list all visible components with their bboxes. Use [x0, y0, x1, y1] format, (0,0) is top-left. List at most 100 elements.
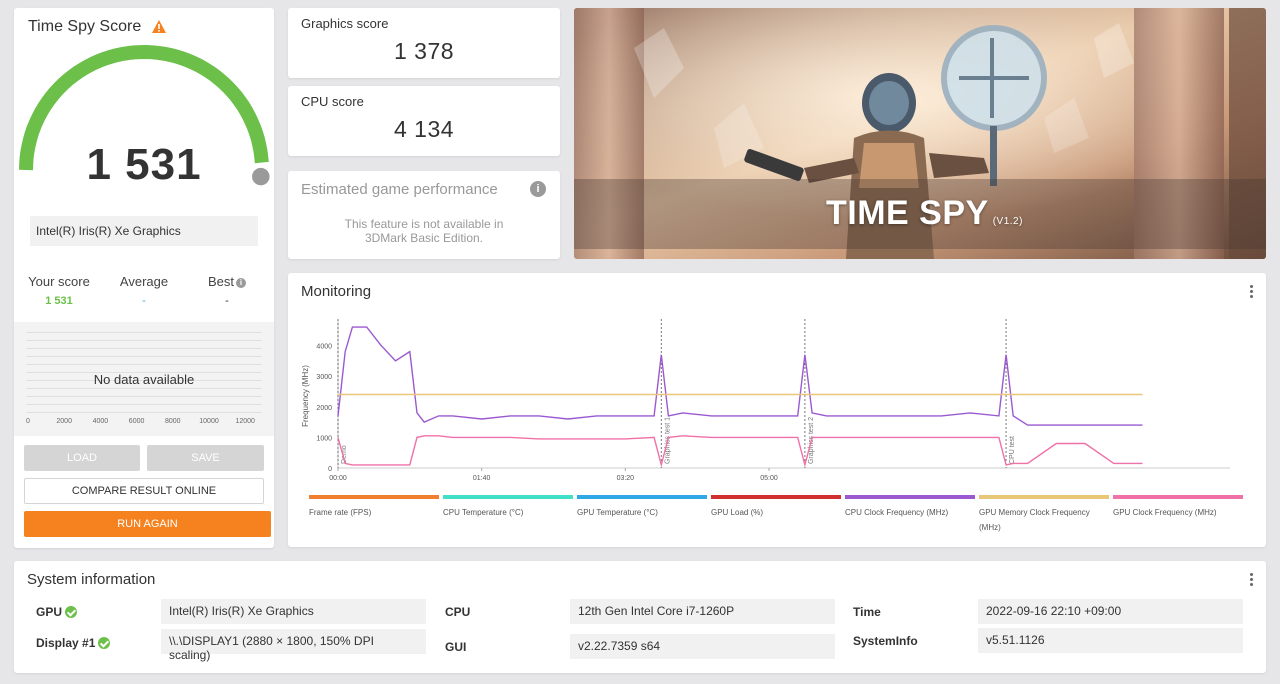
systeminfo-label: SystemInfo [853, 634, 918, 648]
best-value: - [225, 295, 229, 307]
y-tick-label: 0 [328, 466, 332, 473]
phase-label: Demo [341, 445, 348, 464]
phase-label: CPU test [1009, 436, 1016, 464]
legend-color-swatch [309, 495, 439, 499]
benchmark-version: (V1.2) [992, 216, 1023, 227]
histogram-tick-label: 8000 [165, 418, 181, 425]
legend-color-swatch [711, 495, 841, 499]
score-distribution-chart: No data available 0 2000 4000 6000 8000 10000… [14, 322, 274, 436]
estimated-game-performance-card: Estimated game performance i This featur… [288, 171, 560, 259]
time-value: 2022-09-16 22:10 +09:00 [978, 599, 1243, 624]
info-icon[interactable]: i [236, 278, 246, 288]
warning-icon[interactable] [151, 20, 166, 33]
banner-title-strip [574, 179, 1266, 249]
legend-item[interactable]: Frame rate (FPS) [309, 495, 439, 520]
histogram-tick-label: 6000 [128, 418, 145, 425]
display-label-row: Display #1 [36, 636, 111, 650]
monitoring-chart: Demo Graphics test 1 Graphics test 2 CPU te… [301, 319, 1230, 482]
gauge-knob [249, 165, 273, 188]
cpu-score-label: CPU score [301, 94, 364, 109]
score-title: Time Spy Score [28, 18, 166, 36]
average-value: - [142, 295, 146, 307]
legend-item[interactable]: GPU Load (%) [711, 495, 841, 520]
your-score-column: Your score 1 531 [16, 274, 102, 307]
legend-item[interactable]: GPU Clock Frequency (MHz) [1113, 495, 1243, 520]
cpu-score-card: CPU score 4 134 [288, 86, 560, 156]
run-again-button[interactable]: RUN AGAIN [24, 511, 271, 537]
cpu-label: CPU [445, 605, 471, 619]
graphics-score-value: 1 378 [393, 38, 455, 64]
time-label: Time [853, 605, 881, 619]
legend-label: CPU Clock Frequency (MHz) [845, 508, 949, 517]
x-tick-label: 00:00 [329, 475, 347, 482]
info-icon[interactable]: i [530, 181, 546, 197]
banner-artwork [574, 8, 1266, 259]
x-tick-label: 01:40 [473, 475, 491, 482]
legend-label: CPU Temperature (°C) [443, 508, 524, 517]
legend-color-swatch [845, 495, 975, 499]
your-score-label: Your score [28, 274, 90, 289]
legend-item[interactable]: GPU Temperature (°C) [577, 495, 707, 520]
legend-item[interactable]: CPU Temperature (°C) [443, 495, 573, 520]
more-options-icon[interactable] [1250, 573, 1254, 588]
benchmark-title-text: TIME SPY [826, 194, 989, 232]
legend-label: Frame rate (FPS) [309, 508, 372, 517]
benchmark-title: TIME SPY (V1.2) [826, 194, 1023, 233]
legend-label: GPU Load (%) [711, 508, 764, 517]
more-options-icon[interactable] [1250, 285, 1254, 300]
legend-color-swatch [979, 495, 1109, 499]
score-title-text: Time Spy Score [28, 18, 142, 35]
legend-label: GPU Clock Frequency (MHz) [1113, 508, 1217, 517]
histogram-tick-label: 2000 [56, 418, 72, 425]
histogram-tick-label: 10000 [199, 418, 219, 425]
series-line [337, 326, 1143, 426]
y-tick-label: 3000 [316, 374, 332, 381]
gpu-value: Intel(R) Iris(R) Xe Graphics [161, 599, 426, 624]
gpu-label: GPU [36, 605, 63, 619]
display-label: Display #1 [36, 636, 96, 650]
save-button[interactable]: SAVE [147, 445, 264, 471]
gui-value: v2.22.7359 s64 [570, 634, 835, 659]
graphics-score-label: Graphics score [301, 16, 389, 31]
check-icon [65, 606, 78, 618]
graphics-score-card: Graphics score 1 378 [288, 8, 560, 78]
y-tick-label: 2000 [316, 405, 332, 412]
legend-color-swatch [1113, 495, 1243, 499]
compare-result-online-button[interactable]: COMPARE RESULT ONLINE [24, 478, 264, 504]
average-label: Average [119, 274, 169, 289]
y-tick-label: 4000 [316, 344, 332, 351]
histogram-gridlines [26, 332, 262, 416]
best-label-row: Best i [184, 274, 270, 289]
no-data-message: No data available [93, 372, 195, 387]
legend-item[interactable]: GPU Memory Clock Frequency (MHz) [979, 495, 1109, 535]
check-icon [98, 637, 111, 649]
estimated-unavailable-text: This feature is not available in 3DMark … [344, 217, 504, 245]
legend-color-swatch [443, 495, 573, 499]
monitoring-panel: Monitoring Demo Graphics test 1 Graphics t… [288, 273, 1266, 547]
histogram-tick-label: 4000 [92, 418, 109, 425]
best-label: Best [207, 274, 234, 289]
score-comparison: Your score 1 531 Average - Best i - [14, 264, 274, 322]
load-button[interactable]: LOAD [24, 445, 140, 471]
systeminfo-value: v5.51.1126 [978, 628, 1243, 653]
x-tick-label: 05:00 [760, 475, 778, 482]
your-score-value: 1 531 [45, 295, 73, 307]
histogram-tick-label: 12000 [235, 418, 255, 425]
gpu-label-row: GPU [36, 605, 78, 619]
legend-label: GPU Memory Clock Frequency (MHz) [979, 508, 1090, 532]
score-card: Time Spy Score 1 531 Intel(R) Iris(R) Xe… [14, 8, 274, 548]
average-column: Average - [101, 274, 187, 307]
y-axis-label: Frequency (MHz) [301, 365, 310, 427]
histogram-tick-label: 0 [26, 418, 30, 425]
display-value: \\.\DISPLAY1 (2880 × 1800, 150% DPI scal… [161, 629, 426, 662]
system-information-title: System information [27, 571, 156, 588]
best-column: Best i - [184, 274, 270, 307]
overall-score: 1 531 [86, 140, 202, 189]
histogram-axis: 0 2000 4000 6000 8000 10000 12000 [26, 418, 266, 432]
benchmark-banner: TIME SPY (V1.2) [574, 8, 1266, 259]
legend-color-swatch [577, 495, 707, 499]
series-line [337, 435, 1143, 468]
legend-item[interactable]: CPU Clock Frequency (MHz) [845, 495, 975, 520]
estimated-title: Estimated game performance [301, 181, 498, 198]
system-information-panel: System information GPU Intel(R) Iris(R) … [14, 561, 1266, 673]
